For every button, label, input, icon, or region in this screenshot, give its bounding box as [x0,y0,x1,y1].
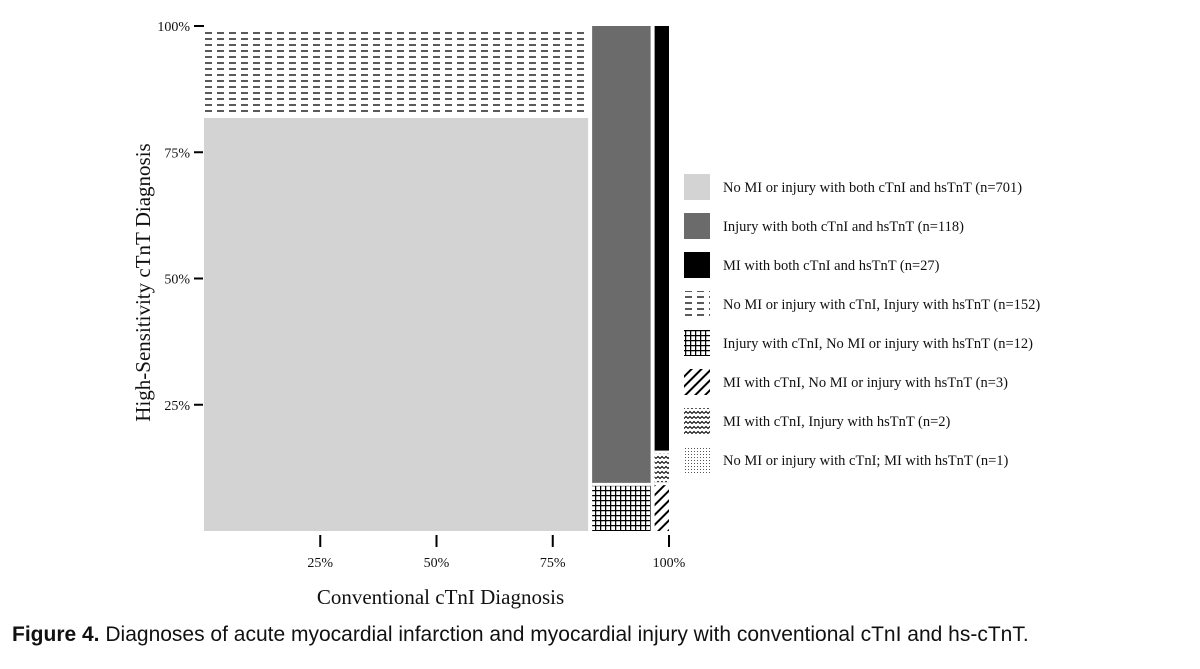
legend-label-no_mi: No MI or injury with cTnI; MI with hsTnT… [723,453,1009,469]
legend-label-mi_both: MI with both cTnI and hsTnT (n=27) [723,258,940,274]
x-tick-label: 100% [653,556,686,571]
mosaic-cell-no_inj [204,26,589,117]
mosaic-cell-inj_no [592,484,651,531]
x-tick-label: 25% [307,556,333,571]
legend-key-mi_inj [684,408,710,434]
legend-key-inj_no [684,330,710,356]
legend-key-no_mi [684,447,710,473]
legend-key-mi_no [684,369,710,395]
axes: 25% 50% 75% 100% 25% 50% 75% 100% Conventional c… [131,20,686,609]
legend-key-no_inj [684,291,710,317]
legend: No MI or injury with both cTnI and hsTnT… [684,174,1040,473]
figure-caption: Figure 4. Diagnoses of acute myocardial … [12,623,1192,647]
legend-key-no_both [684,174,710,200]
legend-label-mi_no: MI with cTnI, No MI or injury with hsTnT… [723,375,1008,391]
legend-key-inj_both [684,213,710,239]
caption-label: Figure 4. [12,623,100,646]
legend-label-inj_no: Injury with cTnI, No MI or injury with h… [723,336,1033,352]
legend-label-inj_both: Injury with both cTnI and hsTnT (n=118) [723,219,964,235]
y-tick-label: 75% [164,146,190,161]
x-axis-title: Conventional cTnI Diagnosis [317,585,564,609]
mosaic-cell-inj_both [592,26,651,485]
legend-label-no_both: No MI or injury with both cTnI and hsTnT… [723,180,1022,196]
y-tick-label: 25% [164,399,190,414]
mosaic-cell-mi_both [654,26,669,453]
plot-area [204,25,669,531]
mosaic-cell-no_both [204,116,589,531]
caption-text: Diagnoses of acute myocardial infarction… [105,623,1029,646]
legend-label-no_inj: No MI or injury with cTnI, Injury with h… [723,297,1040,313]
y-tick-label: 50% [164,273,190,288]
mosaic-cell-mi_inj [654,452,669,484]
x-tick-label: 50% [424,556,450,571]
x-tick-label: 75% [540,556,566,571]
mosaic-chart: 25% 50% 75% 100% 25% 50% 75% 100% Conventional c… [131,20,1040,609]
legend-label-mi_inj: MI with cTnI, Injury with hsTnT (n=2) [723,414,951,430]
y-axis-title: High-Sensitivity cTnT Diagnosis [131,143,155,421]
mosaic-cell-mi_no [654,483,669,531]
y-tick-label: 100% [157,20,190,35]
legend-key-mi_both [684,252,710,278]
